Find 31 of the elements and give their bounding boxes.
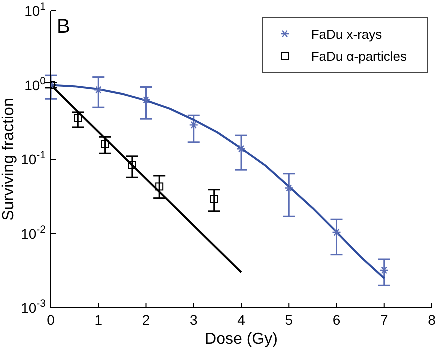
x-tick-label: 4 xyxy=(238,312,246,328)
point xyxy=(142,96,151,104)
point xyxy=(128,161,136,170)
point xyxy=(74,114,82,122)
point xyxy=(156,182,164,191)
x-tick-label: 7 xyxy=(380,312,388,328)
x-tick-label: 5 xyxy=(285,312,294,328)
point xyxy=(189,121,198,129)
y-tick-label: 10$^{-1}$ xyxy=(21,150,46,168)
y-axis-title: Surviving fraction xyxy=(0,98,18,221)
legend-label: FaDu α-particles xyxy=(311,48,407,64)
x-axis-title: Dose (Gy) xyxy=(205,331,278,348)
y-tick-label: 10$^{-2}$ xyxy=(21,224,46,242)
point xyxy=(332,228,342,236)
y-tick-label: 10$^{0}$ xyxy=(24,75,46,94)
point xyxy=(210,195,218,204)
point xyxy=(380,266,389,274)
y-tick-label: 10$^{1}$ xyxy=(24,1,46,19)
x-tick-label: 1 xyxy=(94,312,103,328)
annotation: B xyxy=(57,16,70,39)
point xyxy=(236,145,246,153)
x-tick-label: 2 xyxy=(142,312,150,328)
x-tick-label: 8 xyxy=(428,312,436,328)
point xyxy=(101,140,110,148)
x-tick-label: 3 xyxy=(190,312,198,328)
point xyxy=(284,184,294,192)
x-tick-label: 6 xyxy=(332,312,341,328)
point xyxy=(94,86,104,94)
x-tick-label: 0 xyxy=(47,312,56,328)
legend-label: FaDu x-rays xyxy=(311,26,382,42)
y-tick-label: 10$^{-3}$ xyxy=(21,298,46,316)
